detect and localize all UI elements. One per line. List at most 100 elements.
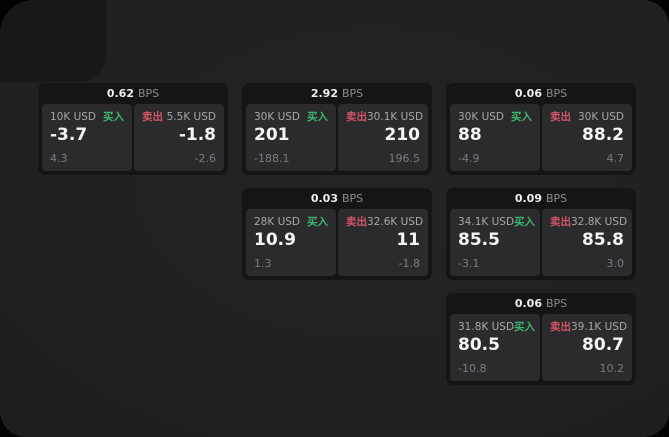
bps-unit-label: BPS [137,87,160,100]
sell-cell-header: 卖出 5.5K USD [142,111,216,123]
sell-quote-cell[interactable]: 卖出 32.6K USD 11 -1.8 [338,209,428,276]
buy-change: -3.1 [458,256,480,270]
buy-cell-header: 28K USD 买入 [254,216,328,228]
buy-side-label: 买入 [307,216,328,228]
bps-value: 2.92 [310,87,338,100]
bps-unit-label: BPS [341,87,364,100]
sell-price: 88.2 [582,125,624,146]
quote-card-body: 10K USD 买入 -3.7 4.3 卖出 5.5K USD -1.8 -2.… [38,104,228,175]
quote-card-body: 34.1K USD 买入 85.5 -3.1 卖出 32.8K USD 85.8… [446,209,636,280]
sell-amount: 5.5K USD [166,111,216,123]
sell-quote-cell[interactable]: 卖出 5.5K USD -1.8 -2.6 [134,104,224,171]
sell-side-label: 卖出 [550,321,571,333]
sell-amount: 30.1K USD [367,111,424,123]
sell-amount: 30K USD [577,111,624,123]
buy-quote-cell[interactable]: 34.1K USD 买入 85.5 -3.1 [450,209,540,276]
buy-quote-cell[interactable]: 28K USD 买入 10.9 1.3 [246,209,336,276]
bps-unit-label: BPS [545,192,568,205]
sell-amount: 32.8K USD [571,216,628,228]
sell-price: 210 [384,125,421,146]
quote-card: 0.06 BPS 31.8K USD 买入 80.5 -10.8 卖出 39.1… [446,293,636,385]
quote-card-body: 31.8K USD 买入 80.5 -10.8 卖出 39.1K USD 80.… [446,314,636,385]
sell-quote-cell[interactable]: 卖出 30.1K USD 210 196.5 [338,104,428,171]
buy-side-label: 买入 [103,111,124,123]
quote-card: 0.09 BPS 34.1K USD 买入 85.5 -3.1 卖出 32.8K… [446,188,636,280]
sell-cell-header: 卖出 32.6K USD [346,216,424,228]
buy-amount: 30K USD [254,111,301,123]
buy-price: 10.9 [254,230,296,251]
sell-change: 196.5 [388,151,421,165]
sell-cell-header: 卖出 32.8K USD [550,216,628,228]
sell-change: -1.8 [398,256,420,270]
buy-quote-cell[interactable]: 31.8K USD 买入 80.5 -10.8 [450,314,540,381]
bps-value: 0.03 [310,192,338,205]
quote-card-header: 0.03 BPS [242,188,432,209]
bps-value: 0.06 [514,297,542,310]
sell-side-label: 卖出 [550,216,571,228]
buy-change: -4.9 [458,151,480,165]
bps-unit-label: BPS [545,297,568,310]
buy-amount: 10K USD [50,111,97,123]
sell-price: 11 [396,230,420,251]
buy-side-label: 买入 [511,111,532,123]
buy-amount: 31.8K USD [458,321,515,333]
buy-price: 85.5 [458,230,500,251]
sell-quote-cell[interactable]: 卖出 30K USD 88.2 4.7 [542,104,632,171]
bps-value: 0.06 [514,87,542,100]
buy-cell-header: 34.1K USD 买入 [458,216,535,228]
sell-price: 85.8 [582,230,624,251]
sell-price: 80.7 [582,335,624,356]
buy-quote-cell[interactable]: 30K USD 买入 201 -188.1 [246,104,336,171]
quote-card-header: 0.06 BPS [446,293,636,314]
buy-amount: 28K USD [254,216,301,228]
sell-side-label: 卖出 [142,111,163,123]
quote-grid: 0.62 BPS 10K USD 买入 -3.7 4.3 卖出 5.5K USD… [38,83,636,385]
buy-quote-cell[interactable]: 30K USD 买入 88 -4.9 [450,104,540,171]
top-left-corner-panel [0,0,106,82]
quote-card-header: 2.92 BPS [242,83,432,104]
sell-change: 10.2 [599,361,625,375]
sell-quote-cell[interactable]: 卖出 39.1K USD 80.7 10.2 [542,314,632,381]
bps-unit-label: BPS [545,87,568,100]
sell-cell-header: 卖出 30.1K USD [346,111,424,123]
bps-unit-label: BPS [341,192,364,205]
buy-price: 201 [254,125,290,146]
quote-card-header: 0.62 BPS [38,83,228,104]
sell-cell-header: 卖出 30K USD [550,111,624,123]
buy-quote-cell[interactable]: 10K USD 买入 -3.7 4.3 [42,104,132,171]
sell-amount: 39.1K USD [571,321,628,333]
buy-cell-header: 30K USD 买入 [254,111,328,123]
sell-side-label: 卖出 [346,216,367,228]
sell-price: -1.8 [178,125,216,146]
quote-card-header: 0.06 BPS [446,83,636,104]
sell-side-label: 卖出 [346,111,367,123]
buy-price: 88 [458,125,482,146]
buy-change: 1.3 [254,256,272,270]
buy-side-label: 买入 [514,321,536,333]
buy-side-label: 买入 [307,111,328,123]
sell-side-label: 卖出 [550,111,571,123]
buy-price: -3.7 [50,125,88,146]
bps-value: 0.09 [514,192,542,205]
buy-change: -10.8 [458,361,487,375]
sell-amount: 32.6K USD [367,216,424,228]
quote-card-body: 30K USD 买入 201 -188.1 卖出 30.1K USD 210 1… [242,104,432,175]
bps-value: 0.62 [106,87,134,100]
buy-amount: 34.1K USD [458,216,515,228]
buy-change: 4.3 [50,151,68,165]
quote-card: 0.03 BPS 28K USD 买入 10.9 1.3 卖出 32.6K US… [242,188,432,280]
buy-change: -188.1 [254,151,290,165]
quote-card-header: 0.09 BPS [446,188,636,209]
sell-change: -2.6 [194,151,216,165]
sell-quote-cell[interactable]: 卖出 32.8K USD 85.8 3.0 [542,209,632,276]
quote-card: 0.06 BPS 30K USD 买入 88 -4.9 卖出 30K USD 8… [446,83,636,175]
sell-change: 4.7 [606,151,625,165]
buy-cell-header: 10K USD 买入 [50,111,124,123]
sell-cell-header: 卖出 39.1K USD [550,321,628,333]
buy-price: 80.5 [458,335,500,356]
quote-card-body: 30K USD 买入 88 -4.9 卖出 30K USD 88.2 4.7 [446,104,636,175]
sell-change: 3.0 [606,256,625,270]
buy-cell-header: 31.8K USD 买入 [458,321,536,333]
